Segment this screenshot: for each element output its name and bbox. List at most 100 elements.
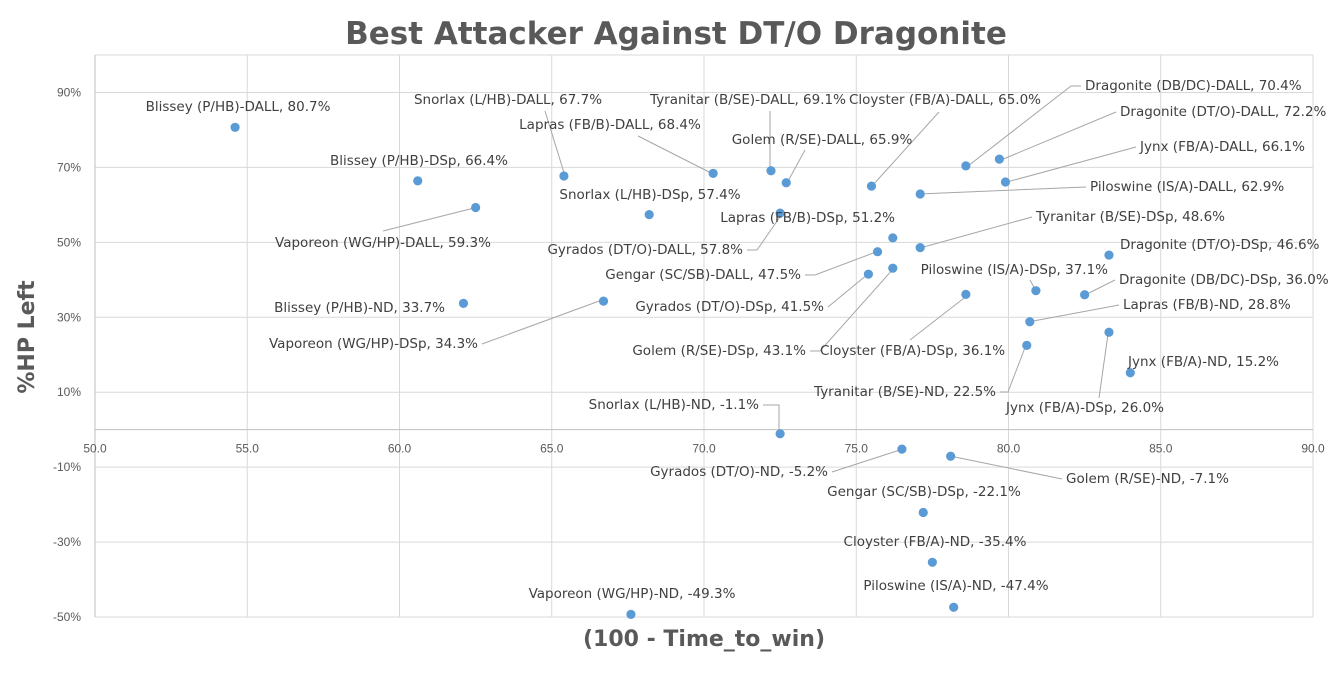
data-label: Snorlax (L/HB)-DSp, 57.4% (559, 187, 740, 203)
leader-line (1006, 146, 1137, 183)
x-tick-label: 70.0 (692, 442, 716, 456)
data-point (1104, 327, 1114, 337)
data-point (872, 247, 883, 257)
data-label: Snorlax (L/HB)-ND, -1.1% (589, 397, 760, 413)
data-point (961, 161, 971, 171)
data-label: Dragonite (DB/DC)-DSp, 36.0% (1119, 272, 1329, 288)
data-label: Gyrados (DT/O)-DALL, 57.8% (547, 242, 743, 258)
leader-line (967, 85, 1081, 167)
leader-line (1098, 333, 1109, 399)
data-point (471, 202, 481, 213)
y-tick-label: -10% (53, 460, 81, 474)
y-tick-label: 90% (57, 85, 81, 99)
data-label: Dragonite (DT/O)-DALL, 72.2% (1120, 104, 1327, 120)
leader-line (747, 213, 783, 251)
data-point (1104, 250, 1114, 260)
x-tick-label: 65.0 (540, 442, 564, 456)
data-label: Golem (R/SE)-DSp, 43.1% (632, 343, 806, 359)
data-point (458, 298, 469, 309)
data-label: Piloswine (IS/A)-ND, -47.4% (863, 578, 1048, 594)
data-point (1000, 177, 1011, 187)
data-label: Dragonite (DT/O)-DSp, 46.6% (1120, 237, 1320, 253)
x-tick-label: 90.0 (1301, 442, 1325, 456)
y-tick-label: -50% (53, 610, 81, 624)
data-point (1025, 317, 1035, 327)
chart-title: Best Attacker Against DT/O Dragonite (345, 16, 1007, 52)
data-point (781, 178, 791, 188)
data-label: Lapras (FB/B)-DSp, 51.2% (720, 210, 895, 226)
data-label: Tyranitar (B/SE)-ND, 22.5% (813, 384, 996, 400)
data-point (1022, 340, 1032, 350)
data-point (1125, 368, 1135, 378)
y-tick-label: 50% (57, 235, 81, 249)
data-point (626, 609, 636, 619)
data-label: Vaporeon (WG/HP)-DALL, 59.3% (275, 235, 491, 251)
y-tick-label: 30% (57, 310, 81, 324)
axes: 50.0 55.0 60.0 65.0 70.0 75.0 80.0 85.0 90.0 90% 7… (53, 55, 1325, 624)
data-point (888, 263, 898, 273)
y-axis-title: %HP Left (15, 280, 40, 394)
data-point (598, 296, 609, 306)
x-tick-label: 85.0 (1149, 442, 1173, 456)
data-label: Blissey (P/HB)-DSp, 66.4% (330, 153, 508, 169)
data-label: Golem (R/SE)-ND, -7.1% (1066, 471, 1229, 487)
data-label: Jynx (FB/A)-ND, 15.2% (1127, 354, 1279, 370)
leader-line (382, 207, 475, 232)
data-label: Vaporeon (WG/HP)-ND, -49.3% (529, 586, 736, 602)
data-label: Dragonite (DB/DC)-DALL, 70.4% (1085, 78, 1302, 94)
data-point (994, 154, 1004, 164)
data-label: Vaporeon (WG/HP)-DSp, 34.3% (269, 336, 478, 352)
gridlines (95, 54, 1314, 618)
data-point (559, 171, 569, 181)
data-label: Gengar (SC/SB)-DALL, 47.5% (605, 267, 801, 283)
data-labels: Blissey (P/HB)-DALL, 80.7% Blissey (P/HB)… (146, 78, 1329, 602)
x-tick-label: 60.0 (388, 442, 412, 456)
leader-line (871, 111, 940, 187)
x-tick-label: 75.0 (845, 442, 869, 456)
data-label: Gyrados (DT/O)-ND, -5.2% (650, 464, 828, 480)
data-point (915, 242, 925, 253)
data-label: Lapras (FB/B)-ND, 28.8% (1123, 297, 1291, 313)
data-label: Blissey (P/HB)-ND, 33.7% (274, 300, 445, 316)
data-point (888, 233, 898, 243)
leader-line (544, 110, 566, 177)
data-label: Blissey (P/HB)-DALL, 80.7% (146, 99, 331, 115)
data-point (413, 176, 423, 186)
leader-line (909, 294, 969, 341)
data-point (775, 429, 785, 439)
data-point (961, 289, 971, 300)
data-point (766, 166, 776, 176)
leader-line (481, 299, 603, 345)
data-point (866, 181, 877, 191)
data-points (230, 122, 1135, 619)
x-axis-title: (100 - Time_to_win) (583, 627, 825, 652)
leader-line (918, 186, 1087, 195)
data-label: Tyranitar (B/SE)-DALL, 69.1% (649, 92, 846, 108)
data-point (1080, 290, 1090, 300)
leader-line (637, 135, 714, 175)
leader-line (786, 149, 806, 184)
data-label: Gengar (SC/SB)-DSp, -22.1% (827, 484, 1021, 500)
data-point (644, 210, 654, 220)
x-tick-label: 50.0 (83, 442, 107, 456)
data-point (897, 444, 907, 454)
leader-line (919, 216, 1033, 249)
leader-lines (382, 85, 1137, 480)
data-label: Cloyster (FB/A)-DALL, 65.0% (849, 92, 1041, 108)
data-label: Piloswine (IS/A)-DSp, 37.1% (921, 262, 1108, 278)
data-label: Piloswine (IS/A)-DALL, 62.9% (1090, 179, 1284, 195)
leader-line (1027, 304, 1120, 323)
data-point (946, 451, 956, 461)
y-tick-label: 10% (57, 385, 81, 399)
data-label: Golem (R/SE)-DALL, 65.9% (732, 132, 913, 148)
data-label: Gyrados (DT/O)-DSp, 41.5% (635, 299, 824, 315)
data-label: Jynx (FB/A)-DSp, 26.0% (1005, 400, 1164, 416)
data-label: Cloyster (FB/A)-ND, -35.4% (844, 534, 1027, 550)
x-tick-label: 80.0 (997, 442, 1021, 456)
data-label: Tyranitar (B/SE)-DSp, 48.6% (1035, 209, 1225, 225)
data-point (708, 168, 718, 178)
leader-line (1084, 279, 1116, 296)
data-point (918, 507, 928, 518)
data-point (863, 269, 874, 279)
